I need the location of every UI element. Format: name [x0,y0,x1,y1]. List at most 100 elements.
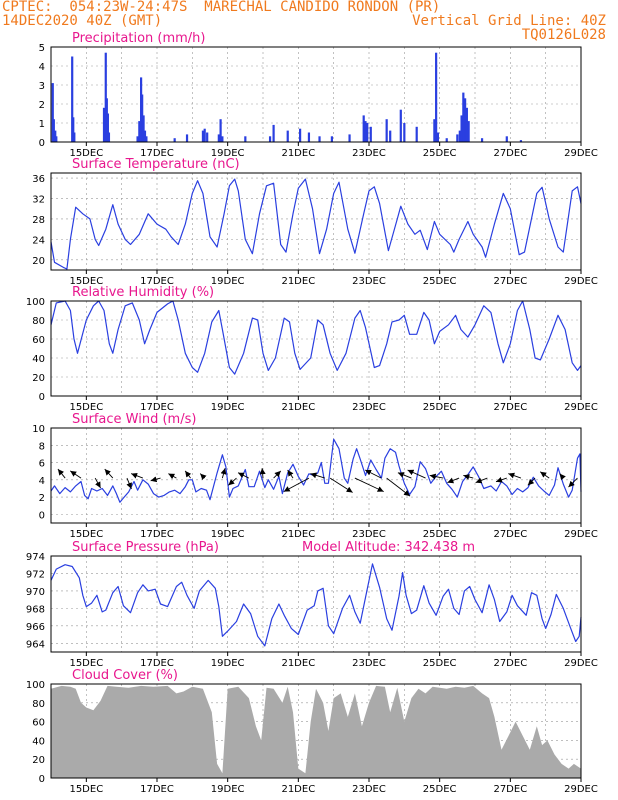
wind-vector-arrow [447,477,460,484]
x-date-label: 19DEC [211,276,245,287]
panel-pressure: 964 966 968 970 972 974 15DEC 17DEC 19DEC 21DEC 23… [26,540,598,669]
precip-bar [136,136,139,142]
wind-vector-arrow [539,471,550,479]
x-date-label: 29DEC [564,529,598,540]
x-date-label: 25DEC [423,276,457,287]
x-date-label: 15DEC [69,529,103,540]
panel-title: Surface Temperature (nC) [72,157,240,172]
x-date-label: 23DEC [352,402,386,413]
wind-vector-arrow [228,477,237,486]
y-tick-label: 28 [32,215,45,226]
precip-bar [307,132,311,142]
precip-bar [369,126,372,142]
precip-bar [201,130,205,142]
precip-bar [456,134,459,142]
wind-vector-arrow [354,477,384,492]
precip-bar [399,109,402,142]
precip-bar [138,121,141,142]
x-date-label: 25DEC [423,402,457,413]
x-date-label: 17DEC [140,658,174,669]
x-date-label: 27DEC [493,658,527,669]
panel-title: Relative Humidity (%) [72,285,214,300]
precip-bar [268,136,272,142]
precip-bar [364,121,367,142]
wind-vector-arrow [559,473,566,481]
x-date-label: 17DEC [140,402,174,413]
panel-frame [50,300,582,397]
x-date-label: 25DEC [423,529,457,540]
y-tick-label: 20 [32,373,45,384]
cloud-area [51,685,581,778]
y-tick-label: 2 [39,493,45,504]
precip-bar [104,52,107,143]
precip-bar [106,113,109,142]
y-tick-label: 966 [26,622,45,633]
y-tick-label: 4 [39,62,45,73]
y-tick-label: 974 [26,552,45,563]
wind-vector-arrow [283,477,310,492]
panel-wind: 0 2 4 6 8 10 15DEC 17DEC 19DEC 21DEC 23DEC 25DEC 27D… [32,412,598,540]
y-tick-label: 4 [39,476,45,487]
wind-vector-arrow [94,477,101,489]
x-date-label: 27DEC [493,402,527,413]
y-tick-label: 20 [32,256,45,267]
x-date-label: 19DEC [211,658,245,669]
x-date-label: 21DEC [281,276,315,287]
precip-bar [505,136,508,142]
model-altitude-label: Model Altitude: 342.438 m [302,540,475,555]
y-tick-label: 10 [32,424,45,435]
wind-vector-arrow [220,468,227,479]
panel-title: Precipitation (mm/h) [72,31,205,46]
precip-bar [415,126,418,142]
precip-bar [467,121,470,142]
wind-vector-arrow [475,477,488,484]
y-tick-label: 60 [32,718,45,729]
precip-bar [143,130,147,142]
x-date-label: 21DEC [281,784,315,795]
x-date-label: 29DEC [564,276,598,287]
x-date-label: 27DEC [493,148,527,159]
precip-bar [433,119,436,142]
y-tick-label: 3 [39,81,45,92]
wind-vector-arrow [237,472,250,479]
precip-bar [217,134,220,142]
y-tick-label: 968 [26,604,45,615]
x-date-label: 21DEC [281,529,315,540]
y-tick-label: 1 [39,119,45,130]
precip-bar [519,140,523,142]
precip-bar [460,115,463,142]
precip-bar [102,107,106,142]
x-date-label: 29DEC [564,784,598,795]
precip-bar [436,132,439,142]
wind-vector-arrow [131,472,144,479]
precip-bar [141,94,144,142]
y-tick-label: 20 [32,755,45,766]
y-tick-label: 80 [32,699,45,710]
x-date-label: 25DEC [423,658,457,669]
precip-bar [445,138,448,142]
x-date-label: 27DEC [493,529,527,540]
y-tick-label: 40 [32,736,45,747]
precip-bar [385,119,388,142]
x-date-label: 15DEC [69,148,103,159]
y-tick-label: 970 [26,587,45,598]
y-tick-label: 0 [39,510,45,521]
y-tick-label: 40 [32,354,45,365]
x-date-label: 29DEC [564,658,598,669]
y-tick-label: 2 [39,100,45,111]
x-date-label: 17DEC [140,276,174,287]
wind-vector-arrow [329,477,353,493]
x-date-label: 23DEC [352,658,386,669]
x-date-label: 27DEC [493,276,527,287]
wind-vector-arrow [568,477,578,488]
x-date-label: 23DEC [352,529,386,540]
x-date-label: 17DEC [140,529,174,540]
wind-vector-arrow [386,477,411,497]
panel-title: Surface Wind (m/s) [72,412,196,427]
y-tick-label: 60 [32,335,45,346]
wind-vector-arrow [397,472,412,479]
x-date-label: 15DEC [69,658,103,669]
x-date-label: 19DEC [211,148,245,159]
humidity-line [50,300,582,375]
